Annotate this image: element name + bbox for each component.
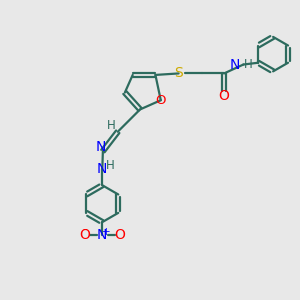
Text: +: +	[102, 226, 111, 237]
Text: S: S	[174, 66, 183, 80]
Text: N: N	[97, 228, 107, 242]
Text: O: O	[155, 94, 166, 107]
Text: -: -	[83, 223, 87, 236]
Text: H: H	[106, 159, 115, 172]
Text: O: O	[114, 228, 125, 242]
Text: H: H	[243, 58, 252, 71]
Text: H: H	[107, 119, 116, 132]
Text: O: O	[80, 228, 91, 242]
Text: N: N	[95, 140, 106, 154]
Text: N: N	[97, 163, 107, 176]
Text: N: N	[230, 58, 240, 71]
Text: O: O	[219, 89, 230, 103]
